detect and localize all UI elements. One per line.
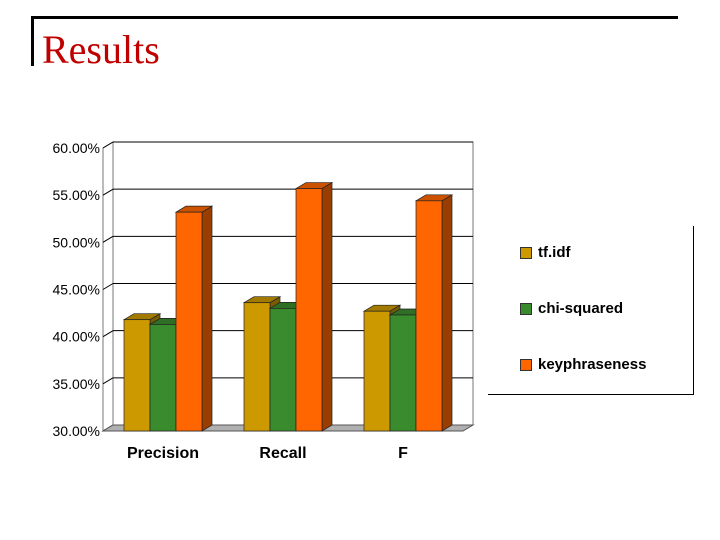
legend-item-chi-squared: chi-squared [520,300,623,317]
legend-label-tfidf: tf.idf [538,244,571,261]
gridline-side [102,188,114,196]
bar-chi-squared-precision [149,324,177,432]
y-tick-label: 55.00% [53,187,100,203]
bar-keyphraseness-f [415,200,443,432]
gridline-side [102,235,114,243]
bar-chi-squared-f [389,314,417,432]
y-tick-label: 45.00% [53,282,100,298]
bar-side [321,181,333,432]
bar-keyphraseness-precision [175,211,203,432]
legend-label-keyphraseness: keyphraseness [538,356,647,373]
x-tick-label: Precision [127,445,199,462]
bar-tf-idf-f [363,310,391,432]
legend-swatch-tfidf [520,246,532,259]
y-tick-label: 40.00% [53,329,100,345]
gridline-side [102,377,114,385]
x-tick-label: Recall [259,445,306,462]
gridline-side [102,283,114,290]
bar-tf-idf-recall [243,302,271,432]
gridline-side [102,330,114,338]
bar-keyphraseness-recall [295,188,323,432]
gridline-side [102,141,114,149]
legend-swatch-chi-squared [520,302,532,315]
legend-label-chi-squared: chi-squared [538,300,624,317]
bar-side [201,205,213,432]
bar-tf-idf-precision [123,319,151,432]
chart-legend: tf.idf chi-squared keyphraseness [488,226,694,395]
slide-title: Results [42,27,160,72]
legend-item-tfidf: tf.idf [520,244,570,261]
y-tick-label: 30.00% [53,423,100,439]
legend-swatch-keyphraseness [520,358,532,371]
bar-side [441,194,453,432]
y-tick-label: 50.00% [53,234,100,250]
x-tick-label: F [398,445,408,462]
frame-top-line [31,16,678,19]
y-tick-label: 35.00% [53,376,100,392]
bar-chi-squared-recall [269,308,297,432]
y-tick-label: 60.00% [53,140,100,156]
frame-left-line [31,16,34,66]
legend-item-keyphraseness: keyphraseness [520,356,646,373]
